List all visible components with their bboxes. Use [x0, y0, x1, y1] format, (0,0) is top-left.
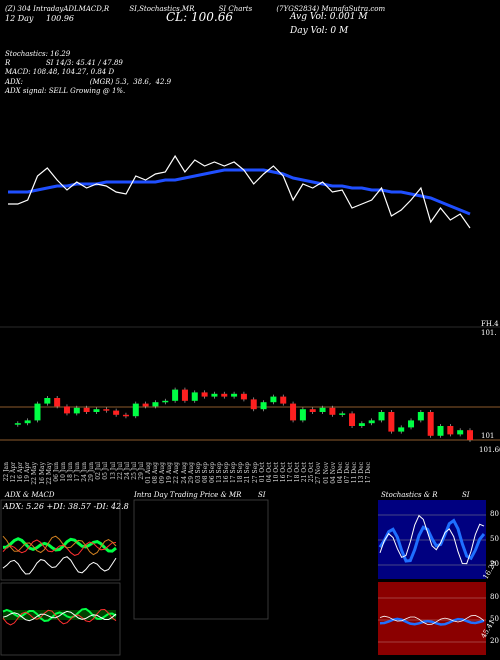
axis-label-top: FH.4	[481, 320, 499, 328]
candle-body	[447, 426, 454, 435]
adx-signal: ADX signal: SELL Growing @ 1%.	[5, 87, 126, 95]
header-line1-a: (Z) 304 IntradayADLMACD,R	[5, 5, 110, 13]
date-label: 12 Day	[5, 14, 34, 23]
close-big: CL: 100.66	[166, 10, 233, 24]
candle-body	[172, 389, 179, 401]
header-line1-b: SI,Stochastics,MR	[129, 5, 195, 13]
candle-body	[103, 409, 110, 411]
adx-values: ADX: 5.26 +DI: 38.57 -DI: 42.8	[3, 502, 129, 511]
header-line1-c: SI Charts	[218, 5, 253, 13]
macd-line	[2, 607, 117, 623]
header-line1: (Z) 304 IntradayADLMACD,R SI,Stochastics…	[5, 5, 385, 13]
stoch-tick-50: 50	[490, 535, 499, 543]
candle-body	[329, 407, 336, 415]
candle-body	[44, 398, 51, 404]
candle-body	[299, 409, 306, 421]
avg-vol: Avg Vol: 0.001 M	[290, 12, 368, 22]
candle-body	[73, 407, 80, 414]
rsi-white-line	[379, 614, 485, 625]
candle-body	[83, 407, 90, 412]
signal-line	[2, 608, 117, 626]
candle-body	[34, 403, 41, 421]
candle-body	[368, 420, 375, 424]
candle-body	[290, 403, 297, 421]
candle-body	[378, 412, 385, 421]
candle-body	[388, 412, 395, 432]
candle-body	[24, 420, 31, 424]
candle-body	[191, 392, 198, 401]
axis-label-low: 101	[481, 432, 495, 440]
stoch-panel-title: Stochastics & R	[381, 491, 438, 499]
macd-white-line	[2, 610, 117, 622]
candle-body	[162, 400, 169, 403]
candle-body	[427, 412, 434, 436]
rsi-line	[379, 617, 485, 626]
candle-body	[54, 398, 61, 407]
candle-body	[417, 412, 424, 421]
candle-body	[221, 393, 228, 397]
close-small: 100.96	[46, 14, 74, 23]
minus-di-line	[2, 539, 117, 556]
adx-readout: ADX: (MGR) 5.3, 38.6, 42.9	[5, 78, 172, 86]
adx-white-line	[2, 556, 117, 575]
stoch-tick-20: 20	[490, 560, 499, 568]
candle-body	[132, 403, 139, 417]
candle-body	[260, 402, 267, 410]
day-vol: Day Vol: 0 M	[290, 26, 349, 36]
candle-body	[437, 426, 444, 436]
candle-body	[358, 423, 365, 426]
candle-body	[339, 413, 346, 415]
rsi-readout: R SI 14/3: 45.41 / 47.89	[5, 59, 123, 67]
candle-body	[181, 389, 188, 401]
candle-body	[231, 393, 238, 397]
macd-readout: MACD: 108.48, 104.27, 0.84 D	[5, 68, 115, 76]
candle-body	[201, 392, 208, 397]
candle-body	[349, 413, 356, 426]
header-line1-d: (7YGS2834) MunafaSutra.com	[276, 5, 386, 13]
stochastics-readout: Stochastics: 16.29	[5, 50, 71, 58]
candle-body	[113, 410, 120, 415]
rsi-tick-80: 80	[490, 593, 499, 601]
candle-body	[122, 414, 129, 417]
candle-body	[280, 396, 287, 404]
stoch-panel-si: SI	[462, 491, 470, 499]
price-chart	[0, 154, 500, 442]
rsi-tick-20: 20	[490, 637, 499, 645]
candle-body	[270, 396, 277, 403]
candle-body	[93, 409, 100, 412]
candle-body	[467, 430, 473, 440]
candle-body	[457, 430, 464, 435]
candle-body	[398, 427, 405, 432]
plus-di-line	[2, 537, 117, 553]
ma-series-line	[8, 168, 471, 216]
stoch-d-line	[379, 514, 485, 565]
stoch-k-line	[378, 518, 486, 563]
adx-panel-title: ADX & MACD	[5, 491, 55, 499]
intraday-panel	[133, 499, 269, 620]
candle-body	[63, 406, 70, 414]
candle-body	[319, 407, 326, 412]
candle-body	[152, 402, 159, 407]
axis-label-top2: 101.	[481, 329, 497, 337]
rsi-tick-50: 50	[490, 615, 499, 623]
stoch-tick-80: 80	[490, 510, 499, 518]
candle-body	[250, 399, 257, 410]
candle-body	[240, 393, 247, 400]
intraday-panel-title: Intra Day Trading Price & MR	[134, 491, 242, 499]
candle-body	[211, 393, 218, 397]
candle-body	[142, 403, 149, 407]
macd-histogram-area	[3, 610, 116, 620]
candle-body	[14, 423, 21, 425]
candle-body	[309, 409, 316, 412]
adx-line	[2, 535, 117, 556]
axis-label-low2: 101.66	[479, 446, 500, 454]
candle-body	[408, 420, 415, 428]
intraday-panel-si: SI	[258, 491, 266, 499]
price-series-line	[8, 154, 471, 229]
